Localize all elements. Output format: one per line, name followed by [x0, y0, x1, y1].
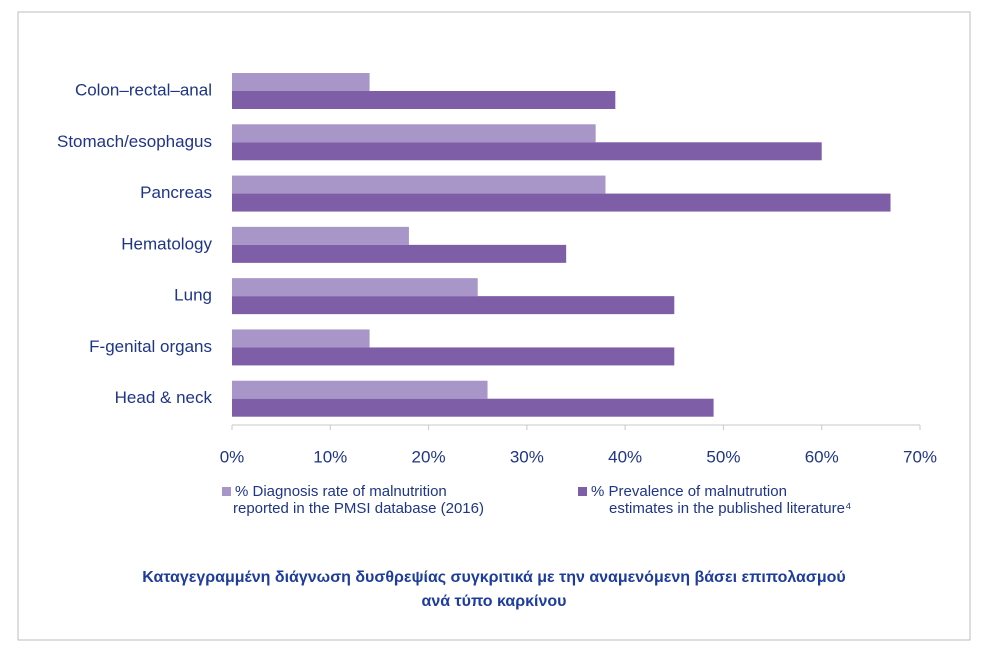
x-tick-label: 70% — [903, 447, 937, 466]
x-tick-label: 30% — [510, 447, 544, 466]
legend-line: % Diagnosis rate of malnutrition — [235, 483, 447, 500]
bar — [232, 142, 822, 161]
y-tick-label: Stomach/esophagus — [57, 132, 212, 151]
bar — [232, 193, 891, 212]
bar — [232, 91, 616, 109]
bar — [232, 398, 714, 417]
y-tick-label: Lung — [174, 286, 212, 305]
bar — [232, 380, 488, 399]
bar — [232, 278, 478, 297]
bar — [232, 347, 675, 366]
legend-line: % Prevalence of malnutrution — [591, 483, 787, 500]
bar — [232, 244, 567, 263]
y-tick-label: Head & neck — [115, 388, 213, 407]
x-tick-label: 0% — [220, 447, 245, 466]
y-tick-label: Colon–rectal–anal — [75, 80, 212, 99]
legend-label: % Diagnosis rate of malnutrition reported… — [233, 483, 484, 517]
legend-swatch — [578, 487, 587, 496]
bar — [232, 124, 596, 143]
frame — [17, 11, 971, 641]
x-tick-label: 20% — [412, 447, 446, 466]
x-tick-label: 40% — [608, 447, 642, 466]
legend-swatch — [222, 487, 231, 496]
y-tick-label: Pancreas — [140, 183, 212, 202]
y-tick-label: F-genital organs — [89, 337, 212, 356]
y-tick-label: Hematology — [121, 234, 212, 253]
bar — [232, 175, 606, 194]
bar — [232, 329, 370, 348]
legend-line: reported in the PMSI database (2016) — [233, 500, 484, 517]
bar — [232, 226, 409, 245]
caption-line: ανά τύπο καρκίνου — [422, 593, 567, 610]
x-tick-label: 10% — [313, 447, 347, 466]
bar — [232, 73, 370, 91]
bar — [232, 296, 675, 315]
x-tick-label: 60% — [805, 447, 839, 466]
legend-line: estimates in the published literature⁴ — [609, 500, 851, 517]
caption-line: Καταγεγραμμένη διάγνωση δυσθρεψίας συγκρ… — [142, 569, 845, 586]
x-tick-label: 50% — [706, 447, 740, 466]
legend-label: % Prevalence of malnutrution estimates in… — [591, 483, 851, 517]
